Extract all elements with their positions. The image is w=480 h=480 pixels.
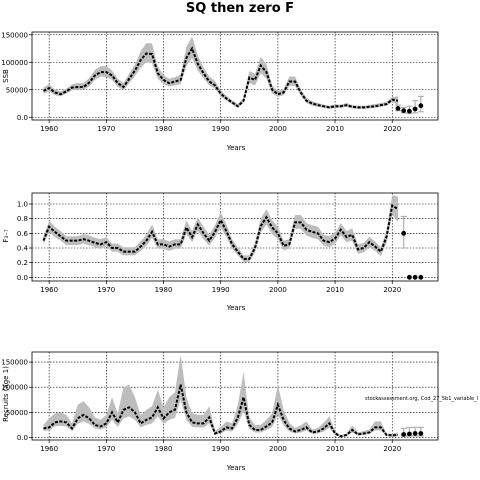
- y-tick-label: 0.8: [17, 215, 28, 223]
- projection-point: [418, 103, 424, 109]
- y-tick-label: 0.6: [17, 230, 29, 238]
- projection-point: [401, 432, 407, 437]
- panel-recruits: 1960 1970 1980 1990 2000 2010 2020 0.0 50000 1000…: [1, 351, 439, 472]
- x-tick-label: 1990: [212, 445, 230, 453]
- y-tick-label: 0.4: [17, 245, 29, 253]
- y-tick-label: 150000: [1, 31, 28, 39]
- x-tick-label: 1990: [212, 125, 230, 133]
- x-tick-label: 1980: [155, 125, 173, 133]
- x-tick-label: 2000: [269, 125, 287, 133]
- y-tick-label: 1.0: [17, 201, 28, 209]
- projection-point: [401, 108, 407, 114]
- projection-point: [418, 431, 424, 436]
- x-tick-label: 1970: [97, 286, 115, 294]
- panel-ssb: 1960 1970 1980 1990 2000 2010 2020 0.0 50000 1000…: [1, 31, 439, 152]
- y-tick-label: 150000: [1, 359, 28, 367]
- x-tick-label: 1980: [155, 286, 173, 294]
- confidence-band: [43, 354, 398, 437]
- projection-point: [418, 274, 424, 280]
- estimate-line: [43, 46, 399, 109]
- projection-point: [412, 274, 418, 280]
- x-tick-label: 1970: [97, 445, 115, 453]
- chart-title: SQ then zero F: [186, 1, 294, 16]
- y-tick-label: 100000: [1, 384, 28, 392]
- x-tick-label: 2020: [383, 445, 401, 453]
- y-tick-label: 0.2: [17, 259, 28, 267]
- x-axis-label: Years: [226, 464, 246, 472]
- projection-point: [412, 106, 418, 112]
- y-axis-label: SSB: [2, 69, 10, 83]
- y-tick-label: 50000: [6, 409, 28, 417]
- x-tick-label: 2010: [326, 445, 344, 453]
- x-tick-label: 1960: [40, 286, 58, 294]
- projection-point: [401, 230, 407, 236]
- x-tick-label: 1960: [40, 445, 58, 453]
- plot-frame: [31, 192, 439, 282]
- estimate-line: [43, 384, 399, 438]
- projection-point: [407, 431, 412, 437]
- projection-point: [412, 431, 418, 436]
- plot-frame: [31, 31, 439, 121]
- y-tick-label: 50000: [6, 86, 28, 94]
- source-note: stockassessment.org, Cod_27_5b1_variable…: [365, 396, 478, 402]
- projection-point: [407, 274, 412, 280]
- panel-f: 1960 1970 1980 1990 2000 2010 2020 0.0 0.2 0.4 0.6…: [2, 192, 439, 312]
- x-tick-label: 1990: [212, 286, 230, 294]
- x-tick-label: 2000: [269, 445, 287, 453]
- y-tick-label: 0.0: [17, 274, 28, 282]
- x-tick-label: 2020: [383, 125, 401, 133]
- x-tick-label: 2020: [383, 286, 401, 294]
- y-tick-label: 100000: [1, 59, 28, 67]
- y-tick-label: 0.0: [17, 434, 28, 442]
- x-tick-label: 2010: [326, 125, 344, 133]
- x-tick-label: 2000: [269, 286, 287, 294]
- x-axis-label: Years: [226, 144, 246, 152]
- y-axis-label: F₃₋₇: [2, 229, 10, 243]
- confidence-band: [43, 36, 398, 109]
- x-tick-label: 2010: [326, 286, 344, 294]
- x-tick-label: 1960: [40, 125, 58, 133]
- estimate-line: [42, 203, 399, 260]
- x-tick-label: 1980: [155, 445, 173, 453]
- x-axis-label: Years: [226, 304, 246, 312]
- projection-point: [395, 106, 401, 111]
- plot-frame: [31, 351, 439, 441]
- y-axis-label: Recruits (age 1): [2, 366, 10, 422]
- x-tick-label: 1970: [97, 125, 115, 133]
- y-tick-label: 0.0: [17, 114, 28, 122]
- projection-point: [407, 108, 412, 114]
